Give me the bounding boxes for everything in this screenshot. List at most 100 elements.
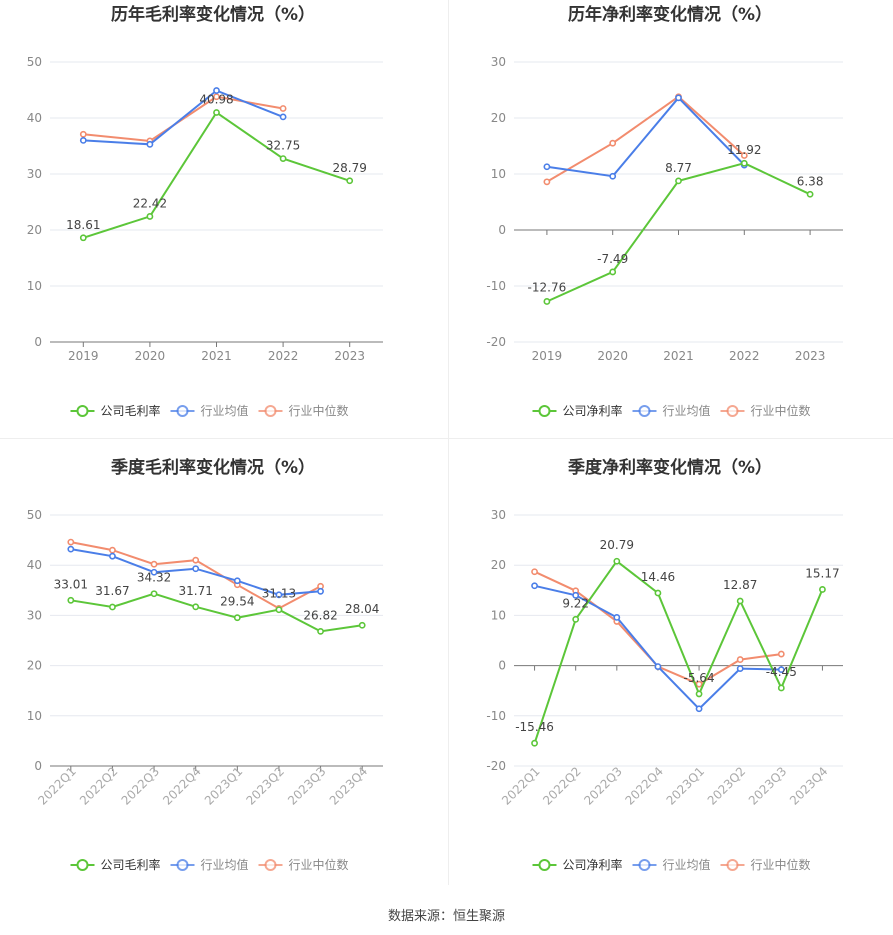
legend-label: 行业中位数 [751, 857, 811, 872]
legend-swatch-marker [176, 859, 189, 871]
legend-item: 行业均值 [170, 857, 249, 872]
data-label: -4.45 [766, 665, 797, 679]
x-tick-label: 2023Q2 [243, 764, 287, 808]
horizontal-divider [0, 438, 893, 439]
data-label: 31.71 [179, 584, 213, 598]
x-tick-label: 2023Q4 [787, 764, 831, 808]
data-point [740, 152, 748, 159]
data-point [279, 113, 287, 121]
x-tick-label: 2022Q4 [160, 764, 204, 808]
legend-label: 公司净利率 [563, 857, 623, 872]
legend-item: 行业中位数 [720, 403, 811, 418]
x-tick-label: 2019 [68, 349, 99, 363]
legend-item: 行业均值 [170, 403, 249, 418]
x-tick-label: 2022Q3 [119, 764, 163, 808]
data-point [317, 587, 324, 595]
legend-swatch-marker [638, 859, 651, 871]
data-point [358, 621, 366, 629]
data-point [233, 614, 241, 622]
data-label: 29.54 [220, 595, 254, 609]
data-label: 12.87 [723, 578, 757, 592]
data-point [609, 268, 617, 276]
series-line [83, 89, 284, 146]
data-point [777, 684, 785, 692]
data-point [736, 597, 744, 605]
chart-panel-3: 季度毛利率变化情况（%）010203040502022Q12022Q22022Q… [27, 457, 383, 872]
data-point [609, 172, 617, 180]
data-point [275, 591, 283, 599]
data-label: 28.79 [333, 161, 367, 175]
chart-panel-2: 历年净利率变化情况（%） -20 -10 0 10 20 30 2019 2020 2021 202… [486, 4, 843, 418]
data-point [192, 556, 200, 564]
data-point [613, 614, 621, 621]
y-tick-label: 0 [34, 759, 42, 773]
data-label: 33.01 [54, 577, 88, 591]
data-point [543, 298, 551, 305]
data-point [572, 591, 580, 599]
data-point [736, 656, 744, 663]
y-tick-label: -10 [486, 279, 506, 293]
data-point [543, 178, 551, 186]
y-tick-label: 50 [27, 55, 42, 69]
data-label: 14.46 [641, 570, 675, 584]
data-point [777, 650, 785, 658]
data-point [192, 603, 200, 611]
x-tick-label: 2023 [795, 349, 826, 363]
legend-label: 公司毛利率 [101, 403, 161, 418]
y-tick-label: 20 [491, 111, 506, 125]
x-tick-label: 2023Q3 [285, 764, 329, 808]
data-label: 32.75 [266, 139, 300, 153]
data-point [531, 582, 538, 590]
data-point [79, 234, 87, 242]
data-point [819, 586, 826, 593]
y-tick-label: 20 [491, 558, 506, 572]
data-point [192, 565, 200, 573]
y-tick-label: 10 [491, 608, 506, 622]
y-tick-label: 0 [498, 223, 506, 237]
y-tick-label: 50 [27, 508, 42, 522]
chart-title: 历年毛利率变化情况（%） [111, 4, 315, 25]
data-label: 11.92 [727, 143, 761, 157]
x-tick-label: 2022 [729, 349, 760, 363]
data-point [146, 140, 154, 148]
data-label: 31.67 [95, 584, 129, 598]
data-point [317, 627, 324, 635]
data-point [613, 557, 621, 565]
data-point [279, 155, 287, 162]
data-label: 9.22 [562, 596, 589, 610]
x-tick-label: 2023Q1 [202, 764, 246, 808]
data-label: 26.82 [303, 608, 337, 622]
x-tick-label: 2023Q1 [664, 764, 708, 808]
data-label: 6.38 [797, 174, 824, 188]
chart-title: 季度净利率变化情况（%） [568, 457, 772, 478]
x-tick-label: 2019 [532, 349, 563, 363]
legend-label: 行业均值 [201, 403, 249, 418]
legend-label: 公司净利率 [563, 403, 623, 418]
data-point [79, 130, 87, 138]
x-tick-label: 2023 [334, 349, 365, 363]
y-tick-label: 40 [27, 558, 42, 572]
y-tick-label: 10 [491, 167, 506, 181]
data-point [67, 538, 75, 546]
legend-swatch-marker [76, 405, 89, 417]
data-point [150, 568, 158, 576]
data-point [79, 136, 87, 144]
x-tick-label: 2022Q2 [540, 764, 584, 808]
legend-swatch-marker [726, 859, 739, 871]
data-point [146, 213, 154, 220]
data-label: 31.13 [262, 587, 296, 601]
y-tick-label: 30 [491, 508, 506, 522]
legend-item: 公司毛利率 [70, 857, 161, 872]
x-tick-label: 2020 [135, 349, 166, 363]
data-label: -7.49 [597, 252, 628, 266]
x-tick-label: 2023Q2 [705, 764, 749, 808]
data-point [695, 690, 703, 698]
data-point [609, 139, 617, 147]
legend-item: 公司毛利率 [70, 403, 161, 418]
chart-panel-4: 季度净利率变化情况（%）-20-1001020302022Q12022Q2202… [486, 457, 843, 872]
x-tick-label: 2022 [268, 349, 299, 363]
chart-panel-1: 历年毛利率变化情况（%） 0 10 20 30 40 50 2019 2020 2021 2022 2… [27, 4, 383, 418]
data-point [695, 705, 703, 713]
y-tick-label: 20 [27, 659, 42, 673]
